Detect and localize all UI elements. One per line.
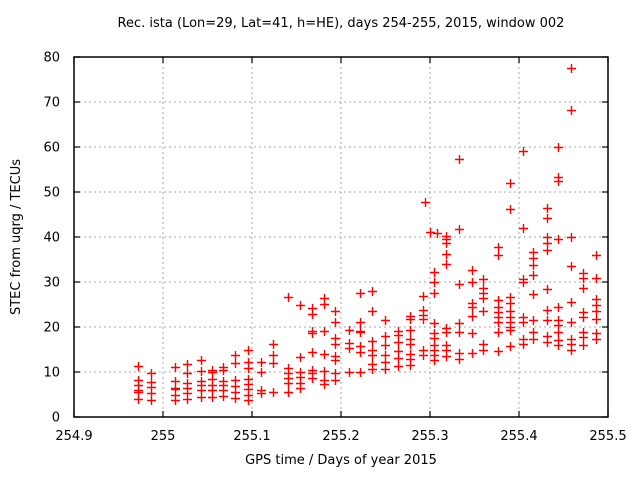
chart-title: Rec. ista (Lon=29, Lat=41, h=HE), days 2… (117, 16, 565, 31)
y-tick-label: 0 (52, 411, 60, 426)
x-axis-title: GPS time / Days of year 2015 (245, 453, 437, 468)
y-tick-label: 20 (43, 321, 60, 336)
x-tick-label: 255.3 (411, 429, 448, 444)
x-tick-label: 255.5 (589, 429, 626, 444)
x-tick-label: 255.2 (322, 429, 359, 444)
x-tick-label: 254.9 (55, 429, 92, 444)
y-tick-label: 50 (43, 186, 60, 201)
y-tick-label: 10 (43, 366, 60, 381)
y-tick-label: 80 (43, 51, 60, 66)
data-points (134, 64, 601, 405)
x-tick-label: 255 (151, 429, 176, 444)
y-tick-label: 30 (43, 276, 60, 291)
x-tick-label: 255.4 (500, 429, 537, 444)
y-tick-label: 70 (43, 96, 60, 111)
y-tick-label: 40 (43, 231, 60, 246)
y-tick-label: 60 (43, 141, 60, 156)
x-tick-label: 255.1 (233, 429, 270, 444)
